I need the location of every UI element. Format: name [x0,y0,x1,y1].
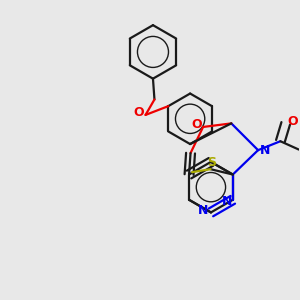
Text: N: N [198,204,209,218]
Text: N: N [222,195,233,208]
Text: S: S [207,156,216,169]
Text: O: O [287,116,298,128]
Text: O: O [134,106,144,119]
Text: N: N [260,144,270,157]
Text: O: O [191,118,202,131]
